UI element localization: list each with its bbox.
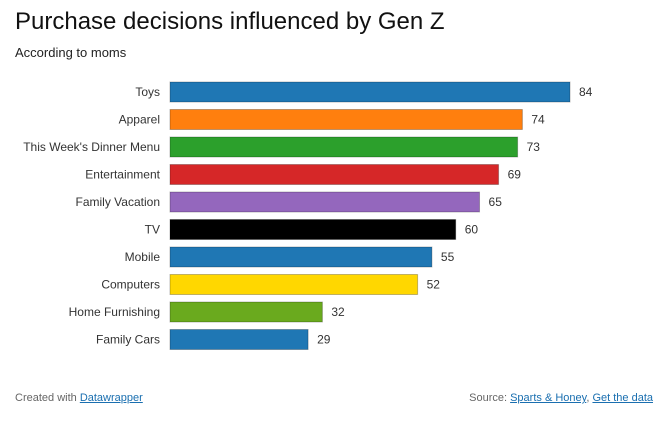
category-label: This Week's Dinner Menu (23, 140, 160, 154)
bar (169, 109, 523, 130)
value-label: 65 (489, 195, 503, 209)
category-label: Home Furnishing (69, 305, 160, 319)
source-prefix-text: Source: (469, 392, 511, 404)
bar (169, 81, 571, 103)
bar (169, 136, 519, 158)
category-label: Apparel (119, 113, 160, 127)
category-label: Mobile (125, 250, 161, 264)
bar (169, 301, 323, 323)
category-label: Family Vacation (76, 195, 160, 209)
category-label: Toys (135, 85, 160, 99)
value-label: 32 (331, 305, 345, 319)
value-label: 55 (441, 250, 455, 264)
source-separator: , (586, 392, 593, 404)
get-the-data-link[interactable]: Get the data (592, 392, 653, 404)
bar (169, 329, 309, 350)
value-label: 73 (527, 140, 541, 154)
created-with-text: Created with (15, 392, 80, 404)
value-label: 69 (508, 168, 522, 182)
chart-subtitle: According to moms (15, 45, 127, 60)
bar (169, 274, 419, 295)
chart-title: Purchase decisions influenced by Gen Z (15, 8, 445, 35)
value-label: 60 (465, 223, 479, 237)
category-label: Entertainment (85, 168, 160, 182)
value-label: 29 (317, 333, 331, 347)
bar (169, 246, 433, 268)
value-label: 52 (427, 278, 441, 292)
category-label: TV (145, 223, 160, 237)
bar (169, 164, 500, 185)
value-label: 74 (531, 113, 545, 127)
bar (169, 191, 481, 213)
bar (169, 219, 457, 240)
category-label: Family Cars (96, 333, 160, 347)
datawrapper-link[interactable]: Datawrapper (79, 392, 143, 404)
footer-credit: Created with Datawrapper (15, 392, 143, 404)
bar-chart: Toys 84 Apparel 74 This Week's Dinner Menu 73… (23, 81, 593, 350)
category-label: Computers (101, 278, 160, 292)
source-link[interactable]: Sparts & Honey (510, 392, 587, 404)
value-label: 84 (579, 85, 593, 99)
footer-source: Source: Sparts & Honey, Get the data (469, 392, 653, 404)
